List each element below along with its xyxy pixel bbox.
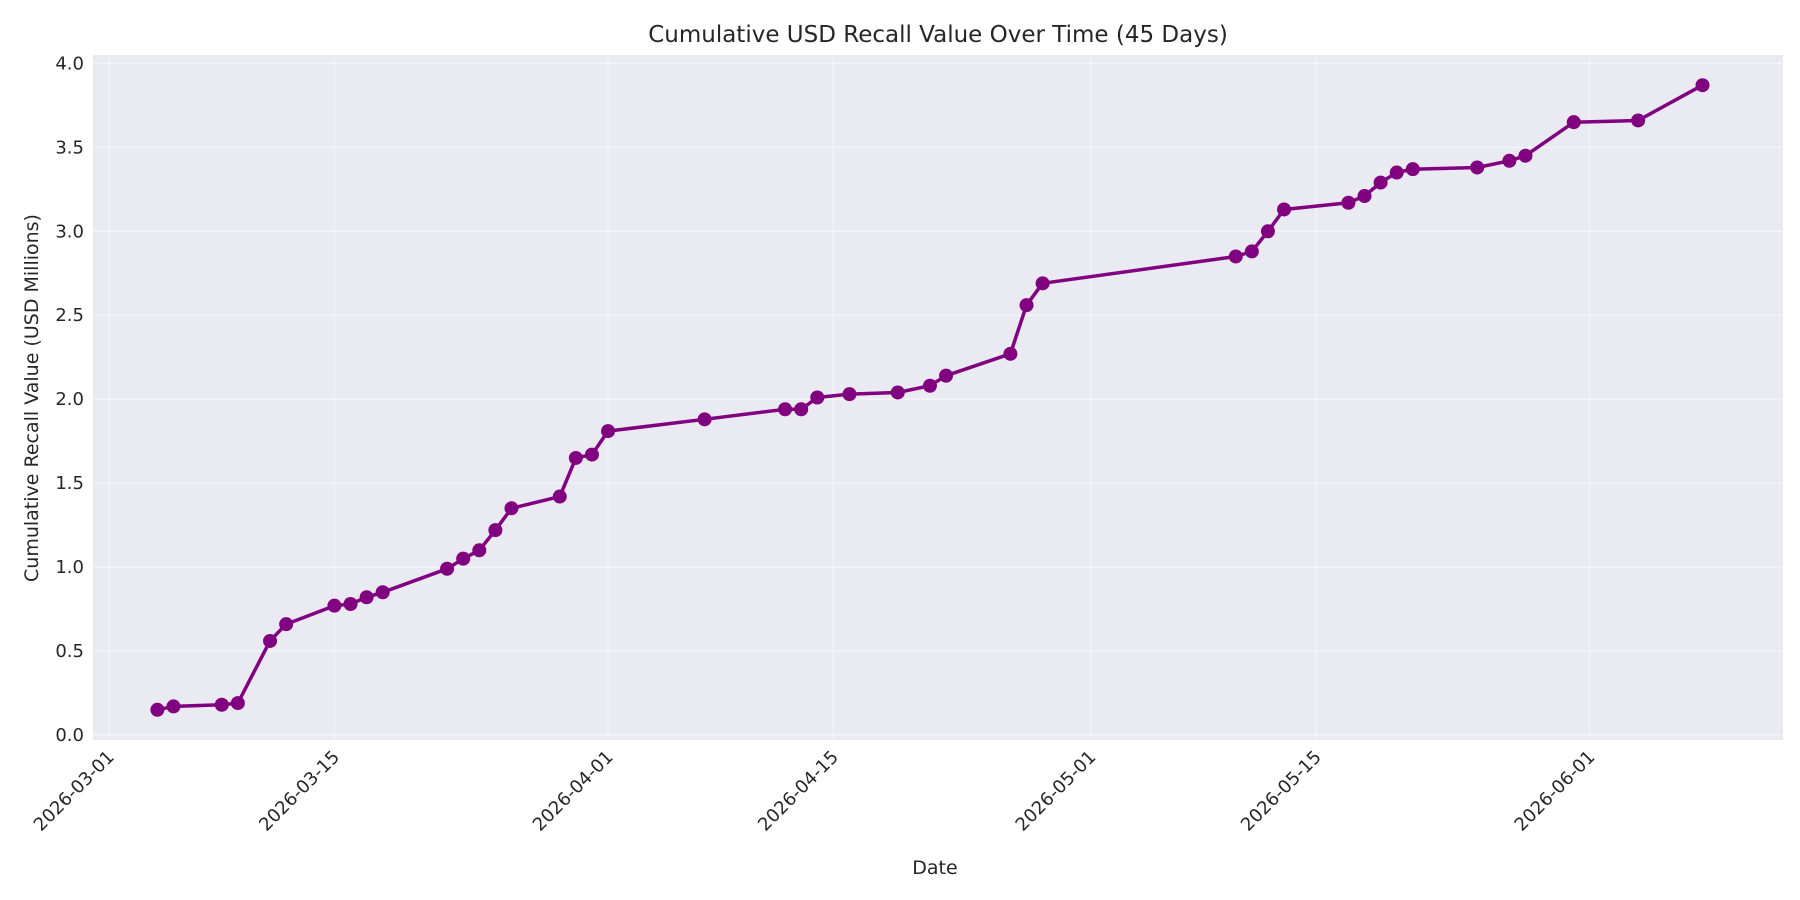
data-point xyxy=(1502,153,1517,168)
data-point xyxy=(1019,298,1034,313)
data-point xyxy=(1389,165,1404,180)
data-point xyxy=(214,697,229,712)
data-point xyxy=(230,696,245,711)
x-axis-label: Date xyxy=(912,857,957,879)
data-point xyxy=(375,585,390,600)
data-point xyxy=(810,390,825,405)
data-point xyxy=(1244,244,1259,259)
y-tick-label: 4.0 xyxy=(55,53,84,74)
y-tick-label: 3.5 xyxy=(55,137,84,158)
y-tick-label: 0.5 xyxy=(55,641,84,662)
data-point xyxy=(343,597,358,612)
data-point xyxy=(488,523,503,538)
data-point xyxy=(697,412,712,427)
data-point xyxy=(166,699,181,714)
y-tick-label: 0.0 xyxy=(55,725,84,746)
x-tick-label: 2026-04-01 xyxy=(529,747,618,836)
data-point xyxy=(1277,202,1292,217)
data-point xyxy=(1470,160,1485,175)
data-point xyxy=(922,378,937,393)
data-point xyxy=(584,447,599,462)
data-point xyxy=(778,402,793,417)
data-point xyxy=(263,633,278,648)
x-axis-ticks: 2026-03-01 2026-03-15 2026-04-01 2026-04-15… xyxy=(30,747,1600,836)
x-tick-label: 2026-06-01 xyxy=(1511,747,1600,836)
data-point xyxy=(568,450,583,465)
data-point xyxy=(1341,195,1356,210)
data-point xyxy=(1373,175,1388,190)
data-point xyxy=(456,551,471,566)
data-point xyxy=(1566,115,1581,130)
data-point xyxy=(327,598,342,613)
data-point xyxy=(1228,249,1243,264)
y-tick-label: 2.5 xyxy=(55,305,84,326)
x-tick-label: 2026-03-15 xyxy=(255,747,344,836)
data-point xyxy=(552,489,567,504)
data-point xyxy=(504,501,519,516)
data-point xyxy=(1405,162,1420,177)
x-tick-label: 2026-05-01 xyxy=(1012,747,1101,836)
data-point xyxy=(359,590,374,605)
data-point xyxy=(1631,113,1646,128)
data-point xyxy=(440,561,455,576)
data-point xyxy=(1035,276,1050,291)
data-point xyxy=(794,402,809,417)
data-point xyxy=(842,387,857,402)
y-tick-label: 3.0 xyxy=(55,221,84,242)
data-point xyxy=(890,385,905,400)
data-point xyxy=(939,368,954,383)
x-tick-label: 2026-03-01 xyxy=(30,747,119,836)
y-tick-label: 1.0 xyxy=(55,557,84,578)
data-point xyxy=(150,702,165,717)
data-point xyxy=(472,543,487,558)
y-axis-label: Cumulative Recall Value (USD Millions) xyxy=(21,214,43,582)
data-point xyxy=(1357,189,1372,204)
y-tick-label: 2.0 xyxy=(55,389,84,410)
y-tick-label: 1.5 xyxy=(55,473,84,494)
data-point xyxy=(279,617,294,632)
data-point xyxy=(1260,224,1275,239)
series-layer xyxy=(150,78,1710,717)
grid xyxy=(93,55,1783,740)
plot-area xyxy=(93,55,1783,740)
x-tick-label: 2026-05-15 xyxy=(1237,747,1326,836)
x-tick-label: 2026-04-15 xyxy=(754,747,843,836)
data-point xyxy=(601,424,616,439)
chart-title: Cumulative USD Recall Value Over Time (4… xyxy=(648,22,1228,48)
y-axis-ticks: 0.0 0.5 1.0 1.5 2.0 2.5 3.0 3.5 4.0 xyxy=(55,53,84,746)
data-point xyxy=(1518,148,1533,163)
data-point xyxy=(1695,78,1710,93)
data-point xyxy=(1003,346,1018,361)
